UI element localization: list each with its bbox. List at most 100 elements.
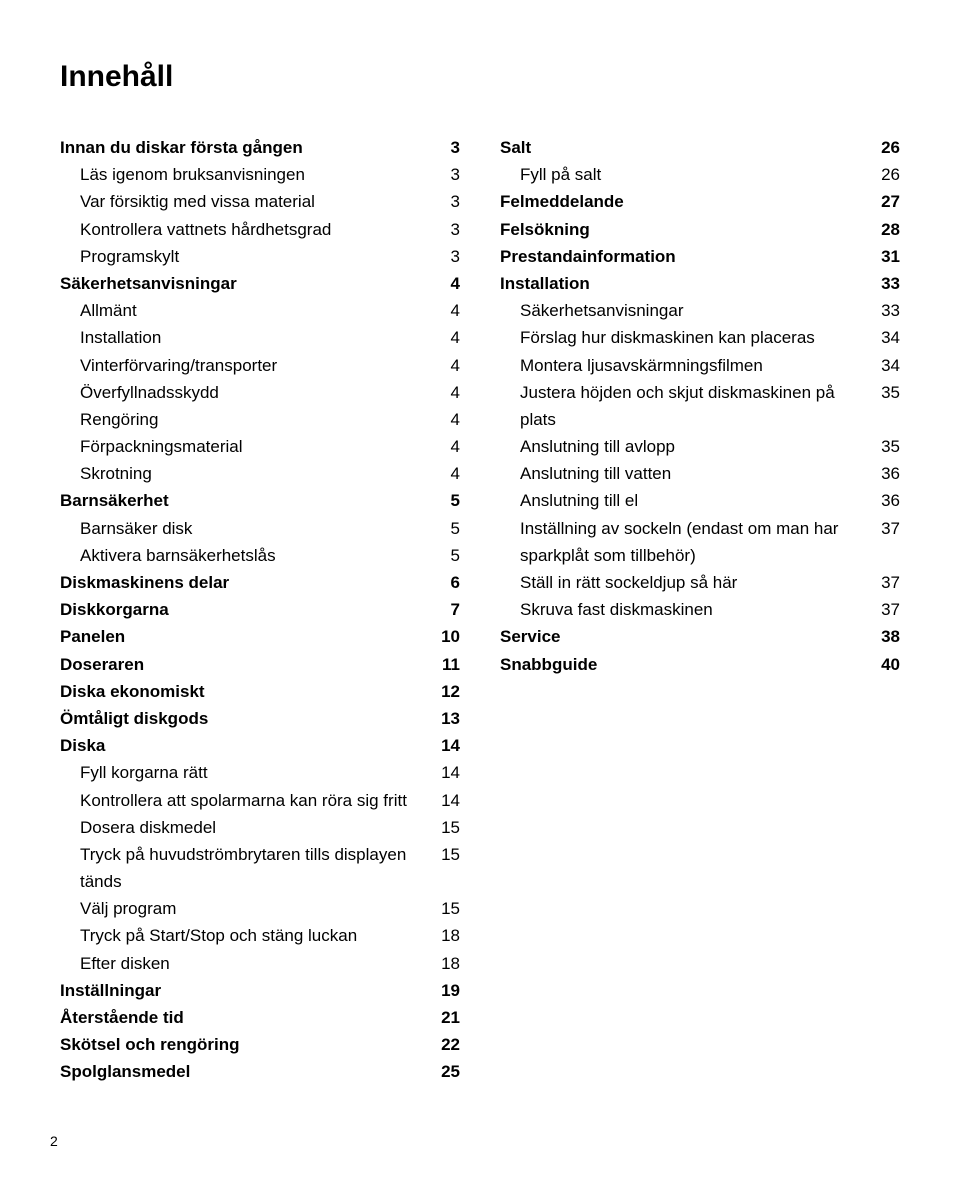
toc-entry-label: Salt xyxy=(500,134,881,161)
toc-entry-label: Tryck på huvudströmbrytaren tills displa… xyxy=(60,841,441,895)
toc-entry: Felsökning28 xyxy=(500,216,900,243)
toc-entry: Läs igenom bruksanvisningen3 xyxy=(60,161,460,188)
toc-entry-page: 15 xyxy=(441,895,460,922)
toc-entry: Spolglansmedel25 xyxy=(60,1058,460,1085)
toc-entry-label: Anslutning till vatten xyxy=(500,460,881,487)
toc-entry-page: 5 xyxy=(451,542,460,569)
toc-entry-page: 11 xyxy=(442,651,460,678)
toc-entry-label: Felmeddelande xyxy=(500,188,881,215)
toc-entry-page: 34 xyxy=(881,324,900,351)
toc-entry-page: 37 xyxy=(881,515,900,542)
toc-entry-label: Efter disken xyxy=(60,950,441,977)
toc-entry: Inställningar19 xyxy=(60,977,460,1004)
toc-entry-page: 38 xyxy=(881,623,900,650)
toc-entry: Anslutning till vatten36 xyxy=(500,460,900,487)
toc-entry-label: Kontrollera vattnets hårdhetsgrad xyxy=(60,216,451,243)
toc-entry-label: Var försiktig med vissa material xyxy=(60,188,451,215)
toc-entry-page: 3 xyxy=(451,188,460,215)
toc-entry-label: Vinterförvaring/transporter xyxy=(60,352,451,379)
toc-entry-label: Anslutning till el xyxy=(500,487,881,514)
toc-entry-label: Anslutning till avlopp xyxy=(500,433,881,460)
toc-entry: Säkerhetsanvisningar33 xyxy=(500,297,900,324)
toc-columns: Innan du diskar första gången3Läs igenom… xyxy=(60,134,900,1086)
toc-entry: Återstående tid21 xyxy=(60,1004,460,1031)
toc-entry-label: Inställning av sockeln (endast om man ha… xyxy=(500,515,881,569)
toc-entry-label: Säkerhetsanvisningar xyxy=(500,297,881,324)
toc-entry-page: 18 xyxy=(441,922,460,949)
toc-entry: Snabbguide40 xyxy=(500,651,900,678)
toc-entry: Innan du diskar första gången3 xyxy=(60,134,460,161)
toc-entry: Barnsäkerhet5 xyxy=(60,487,460,514)
toc-entry-page: 4 xyxy=(451,270,460,297)
toc-entry: Doseraren11 xyxy=(60,651,460,678)
toc-entry-label: Läs igenom bruksanvisningen xyxy=(60,161,451,188)
toc-entry: Prestandainformation31 xyxy=(500,243,900,270)
toc-entry-label: Programskylt xyxy=(60,243,451,270)
toc-entry-label: Barnsäkerhet xyxy=(60,487,451,514)
toc-entry-page: 27 xyxy=(881,188,900,215)
toc-entry-page: 35 xyxy=(881,433,900,460)
toc-entry: Salt26 xyxy=(500,134,900,161)
toc-entry-page: 5 xyxy=(451,515,460,542)
toc-entry-label: Rengöring xyxy=(60,406,451,433)
toc-entry-page: 15 xyxy=(441,841,460,868)
toc-entry-page: 26 xyxy=(881,134,900,161)
toc-entry-page: 35 xyxy=(881,379,900,406)
toc-entry-label: Installation xyxy=(500,270,881,297)
toc-entry-page: 3 xyxy=(451,243,460,270)
toc-entry: Anslutning till avlopp35 xyxy=(500,433,900,460)
toc-entry-label: Service xyxy=(500,623,881,650)
toc-entry-label: Innan du diskar första gången xyxy=(60,134,451,161)
toc-entry-page: 40 xyxy=(881,651,900,678)
toc-entry: Fyll korgarna rätt14 xyxy=(60,759,460,786)
toc-entry-page: 25 xyxy=(441,1058,460,1085)
toc-entry-page: 4 xyxy=(451,433,460,460)
toc-entry-label: Välj program xyxy=(60,895,441,922)
toc-entry-page: 34 xyxy=(881,352,900,379)
toc-entry: Skötsel och rengöring22 xyxy=(60,1031,460,1058)
toc-entry: Kontrollera att spolarmarna kan röra sig… xyxy=(60,787,460,814)
toc-entry: Vinterförvaring/transporter4 xyxy=(60,352,460,379)
toc-entry: Ställ in rätt sockeldjup så här37 xyxy=(500,569,900,596)
toc-entry-label: Montera ljusavskärmningsfilmen xyxy=(500,352,881,379)
toc-entry-page: 4 xyxy=(451,297,460,324)
toc-entry-page: 18 xyxy=(441,950,460,977)
toc-entry-page: 33 xyxy=(881,270,900,297)
toc-entry: Montera ljusavskärmningsfilmen34 xyxy=(500,352,900,379)
toc-entry: Förslag hur diskmaskinen kan placeras34 xyxy=(500,324,900,351)
toc-left-column: Innan du diskar första gången3Läs igenom… xyxy=(60,134,460,1086)
toc-entry: Justera höjden och skjut diskmaskinen på… xyxy=(500,379,900,433)
toc-entry-page: 4 xyxy=(451,406,460,433)
toc-entry-page: 7 xyxy=(451,596,460,623)
toc-entry-page: 4 xyxy=(451,379,460,406)
toc-entry-label: Panelen xyxy=(60,623,441,650)
toc-entry: Ömtåligt diskgods13 xyxy=(60,705,460,732)
toc-entry-label: Doseraren xyxy=(60,651,442,678)
toc-entry-label: Ömtåligt diskgods xyxy=(60,705,441,732)
toc-entry-label: Spolglansmedel xyxy=(60,1058,441,1085)
toc-entry-page: 13 xyxy=(441,705,460,732)
toc-entry-label: Säkerhetsanvisningar xyxy=(60,270,451,297)
toc-entry-page: 5 xyxy=(451,487,460,514)
page-title: Innehåll xyxy=(60,60,900,94)
toc-entry-label: Aktivera barnsäkerhetslås xyxy=(60,542,451,569)
page-number: 2 xyxy=(50,1133,58,1149)
toc-entry-page: 12 xyxy=(441,678,460,705)
toc-entry-page: 36 xyxy=(881,487,900,514)
toc-entry: Rengöring4 xyxy=(60,406,460,433)
toc-entry: Tryck på Start/Stop och stäng luckan18 xyxy=(60,922,460,949)
toc-entry: Installation33 xyxy=(500,270,900,297)
toc-entry-page: 22 xyxy=(441,1031,460,1058)
toc-entry-label: Skötsel och rengöring xyxy=(60,1031,441,1058)
toc-entry-label: Fyll på salt xyxy=(500,161,881,188)
toc-entry-page: 26 xyxy=(881,161,900,188)
toc-entry: Aktivera barnsäkerhetslås5 xyxy=(60,542,460,569)
toc-entry-label: Ställ in rätt sockeldjup så här xyxy=(500,569,881,596)
toc-entry: Efter disken18 xyxy=(60,950,460,977)
toc-right-column: Salt26Fyll på salt26Felmeddelande27Felsö… xyxy=(500,134,900,1086)
toc-entry: Tryck på huvudströmbrytaren tills displa… xyxy=(60,841,460,895)
toc-entry-page: 31 xyxy=(881,243,900,270)
toc-entry-page: 14 xyxy=(441,732,460,759)
toc-entry-label: Diska ekonomiskt xyxy=(60,678,441,705)
toc-entry-label: Diska xyxy=(60,732,441,759)
